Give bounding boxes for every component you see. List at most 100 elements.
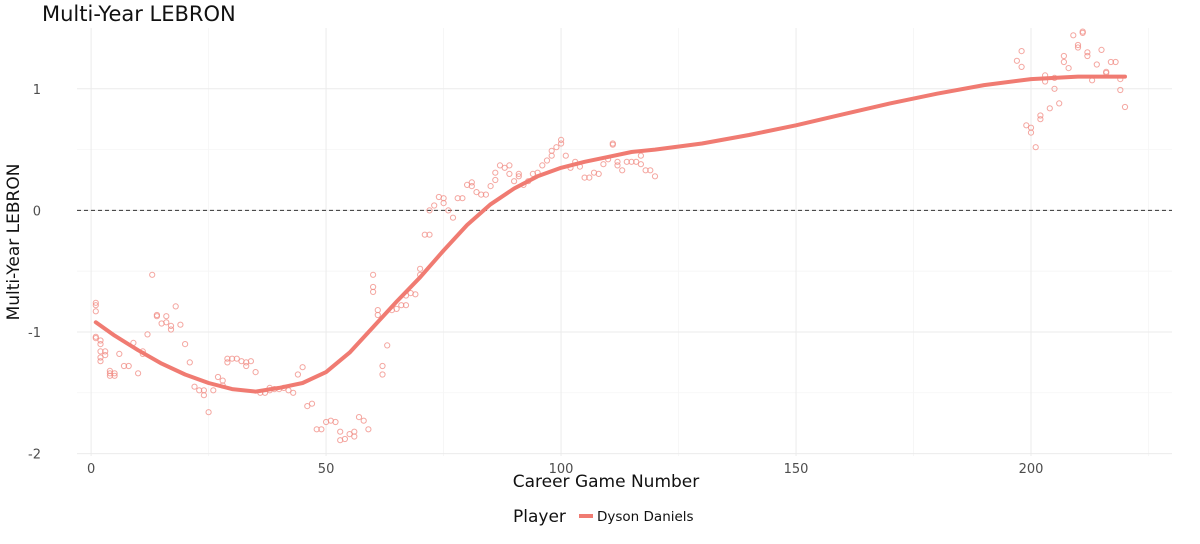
data-point (1027, 129, 1035, 136)
data-point (214, 373, 222, 381)
chart-title: Multi-Year LEBRON (42, 2, 236, 26)
data-point (558, 140, 565, 147)
data-point (633, 158, 640, 165)
data-point (506, 170, 513, 177)
data-point (290, 389, 297, 396)
data-point (609, 141, 616, 148)
data-point (558, 136, 565, 143)
data-point (510, 178, 518, 185)
data-point (252, 369, 259, 376)
data-point (247, 358, 254, 365)
smooth-line-group (93, 74, 1127, 394)
y-tick-label: -2 (28, 448, 41, 463)
data-point (651, 173, 659, 180)
data-point (1070, 32, 1077, 39)
data-point (337, 428, 344, 435)
data-point (304, 403, 311, 410)
data-point (543, 157, 551, 164)
data-point (379, 371, 386, 378)
data-point (1079, 29, 1086, 37)
data-point (468, 179, 475, 186)
data-point (637, 152, 645, 159)
y-axis-title: Multi-Year LEBRON (4, 164, 24, 321)
data-point (106, 372, 114, 379)
data-point (243, 362, 250, 370)
x-axis-title: Career Game Number (513, 472, 700, 492)
data-points (92, 28, 1129, 444)
data-point (637, 161, 645, 168)
data-point (97, 358, 104, 365)
data-point (163, 313, 170, 320)
data-point (135, 370, 142, 377)
data-point (586, 174, 593, 181)
data-point (177, 321, 184, 328)
data-point (210, 387, 217, 394)
data-point (102, 348, 109, 355)
data-point (614, 158, 621, 165)
data-point (167, 322, 175, 329)
data-point (553, 144, 560, 151)
data-point (172, 303, 179, 310)
data-point (97, 348, 104, 355)
data-point (163, 319, 170, 326)
data-point (313, 426, 320, 433)
data-point (1056, 100, 1063, 107)
data-point (431, 202, 438, 209)
data-point (581, 174, 588, 181)
data-point (167, 326, 175, 333)
data-point (1074, 41, 1082, 49)
data-point (1013, 57, 1021, 64)
data-point (1084, 52, 1091, 60)
data-point (186, 359, 193, 366)
y-tick-label: -1 (28, 326, 41, 341)
data-point (1107, 58, 1115, 66)
data-point (515, 170, 522, 177)
x-tick-label: 50 (318, 462, 335, 477)
data-point (412, 291, 419, 298)
data-point (1112, 58, 1119, 66)
data-point (501, 164, 508, 171)
data-point (1093, 61, 1100, 68)
data-point (355, 414, 363, 421)
data-point (393, 305, 400, 312)
data-point (1018, 63, 1025, 71)
data-point (370, 271, 377, 278)
data-point (92, 302, 99, 309)
data-point (506, 162, 513, 169)
data-point (191, 383, 198, 390)
data-point (294, 371, 301, 378)
data-point (642, 167, 649, 174)
data-point (647, 167, 654, 174)
data-point (600, 161, 607, 168)
data-point (482, 191, 489, 198)
data-point (1023, 122, 1030, 129)
data-point (449, 214, 457, 221)
x-tick-label: 100 (549, 462, 574, 477)
data-point (205, 409, 212, 416)
data-point (97, 354, 104, 361)
data-point (402, 302, 410, 309)
legend: Player Dyson Daniels (513, 507, 694, 527)
data-point (102, 352, 109, 359)
data-point (473, 189, 480, 196)
data-point (619, 167, 626, 174)
data-point (233, 355, 240, 362)
data-point (623, 158, 630, 165)
legend-title: Player (513, 507, 566, 527)
data-point (628, 158, 635, 165)
data-point (614, 162, 621, 169)
data-point (492, 176, 499, 184)
data-point (200, 387, 207, 394)
data-point (1074, 44, 1082, 51)
data-point (224, 359, 231, 366)
data-point (539, 162, 546, 169)
data-point (1051, 85, 1058, 92)
data-point (1060, 52, 1068, 60)
data-point (374, 311, 381, 319)
data-point (308, 400, 316, 407)
data-point (426, 231, 433, 238)
data-point (341, 435, 348, 443)
data-point (346, 431, 353, 438)
data-point (120, 362, 128, 370)
